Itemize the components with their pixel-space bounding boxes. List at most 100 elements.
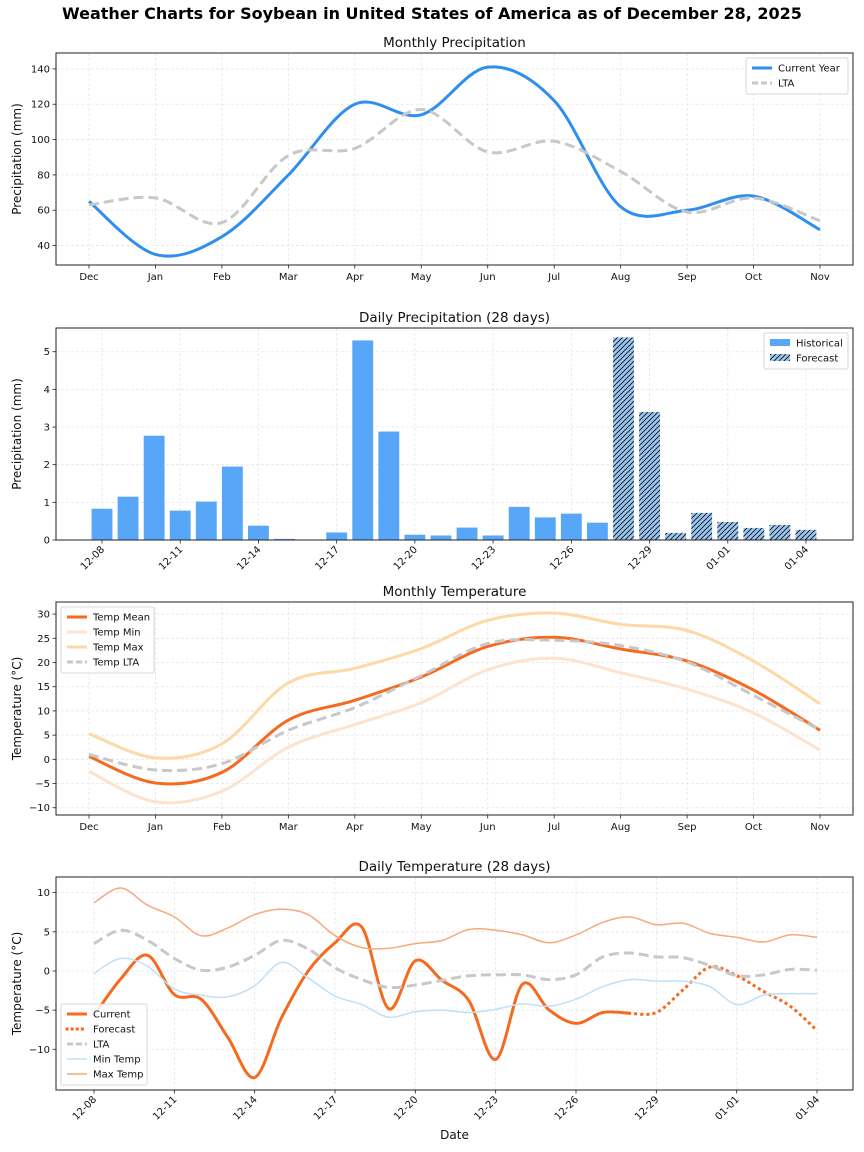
y-tick-label: 10 — [37, 888, 50, 899]
historical-bar — [274, 538, 295, 540]
x-tick-label: 12-20 — [392, 1094, 420, 1122]
x-tick-label: Nov — [810, 272, 830, 283]
y-axis-label: Temperature (°C) — [10, 932, 24, 1037]
forecast-bar — [613, 337, 634, 540]
y-tick-label: 20 — [37, 658, 50, 669]
x-tick-label: 12-20 — [392, 544, 420, 572]
axes-frame — [55, 601, 854, 816]
x-tick-label: 12-17 — [313, 544, 341, 572]
x-tick-label: 01-04 — [794, 1094, 822, 1122]
x-tick-label: 12-29 — [633, 1094, 661, 1122]
forecast-bar — [743, 527, 765, 540]
axes-frame — [55, 52, 854, 266]
chart-daily-temp: Daily Temperature (28 days) −10 −5 0 5 10 12-0… — [10, 859, 854, 1142]
historical-bar — [352, 340, 374, 540]
series-line-lta — [93, 928, 818, 990]
x-tick-label: Dec — [79, 822, 98, 833]
y-tick-label: 0 — [44, 966, 50, 977]
series-line-max-temp — [93, 887, 818, 950]
historical-bar — [534, 517, 556, 540]
series-line-temp-max — [88, 611, 821, 760]
historical-bar — [326, 532, 348, 540]
chart-daily-precip: Daily Precipitation (28 days) 0 1 2 3 4 5 12-08… — [10, 310, 854, 573]
historical-bar — [456, 527, 478, 540]
x-tick-label: Aug — [611, 272, 631, 283]
y-axis-label: Precipitation (mm) — [10, 103, 24, 215]
y-tick-label: 5 — [44, 347, 50, 358]
legend: Current Year LTA — [745, 57, 849, 95]
y-axis-label: Temperature (°C) — [10, 657, 24, 762]
y-tick-label: 25 — [37, 634, 50, 645]
x-tick-label: Oct — [745, 272, 762, 283]
y-tick-label: 5 — [44, 731, 50, 742]
forecast-bar — [769, 524, 791, 540]
x-tick-label: Oct — [745, 822, 762, 833]
x-tick-label: Feb — [213, 272, 231, 283]
x-tick-label: 12-23 — [470, 544, 498, 572]
forecast-bar — [665, 532, 687, 540]
x-tick-label: Mar — [279, 272, 299, 283]
x-tick-label: 12-14 — [235, 544, 263, 572]
y-axis-label: Precipitation (mm) — [10, 378, 24, 490]
forecast-bar — [639, 411, 660, 540]
legend-label: Max Temp — [93, 1070, 144, 1081]
forecast-bar — [691, 512, 713, 540]
historical-bar — [404, 534, 426, 540]
x-tick-label: 01-01 — [705, 544, 733, 572]
y-tick-label: 5 — [44, 927, 50, 938]
x-tick-label: Jul — [547, 272, 560, 283]
legend-label: Temp Min — [92, 628, 141, 639]
legend-label: Temp Mean — [92, 613, 150, 624]
historical-bar — [378, 431, 400, 540]
y-tick-label: 1 — [44, 498, 50, 509]
axes-frame — [55, 876, 854, 1091]
x-tick-label: Jan — [147, 272, 163, 283]
y-tick-label: 4 — [44, 385, 50, 396]
series-line-current — [92, 922, 630, 1080]
historical-bar — [482, 535, 504, 540]
y-tick-label: 3 — [44, 423, 50, 434]
chart-title: Monthly Precipitation — [383, 35, 526, 51]
chart-monthly-temp: Monthly Temperature −10 −5 0 5 10 15 20 25 30 Dec J… — [10, 584, 854, 833]
y-tick-label: −5 — [35, 1006, 50, 1017]
y-tick-label: 0 — [44, 536, 50, 547]
series-line-min-temp — [93, 957, 818, 1019]
legend-label: LTA — [93, 1040, 110, 1051]
x-tick-label: 12-26 — [553, 1094, 581, 1122]
legend-label: Forecast — [93, 1025, 135, 1036]
y-tick-label: 2 — [44, 460, 50, 471]
x-tick-label: Jun — [479, 822, 496, 833]
forecast-bar — [795, 529, 817, 540]
x-tick-label: Sep — [678, 272, 697, 283]
x-tick-label: Mar — [279, 822, 299, 833]
historical-bar — [221, 466, 243, 540]
y-tick-label: 10 — [37, 706, 50, 717]
historical-bar — [508, 506, 530, 540]
historical-bar — [195, 501, 217, 540]
y-tick-label: 60 — [37, 206, 50, 217]
chart-title: Daily Precipitation (28 days) — [359, 310, 550, 326]
series-line-forecast — [628, 965, 820, 1033]
series-line-temp-lta — [88, 638, 821, 773]
x-tick-label: Dec — [79, 272, 98, 283]
x-tick-label: Sep — [678, 822, 697, 833]
x-tick-label: 01-04 — [783, 544, 811, 572]
y-tick-label: 140 — [31, 64, 50, 75]
x-tick-label: Nov — [810, 822, 830, 833]
y-tick-label: 15 — [37, 682, 50, 693]
legend-label: Min Temp — [93, 1055, 141, 1066]
x-tick-label: Apr — [346, 272, 364, 283]
y-tick-label: −5 — [35, 779, 50, 790]
y-tick-label: −10 — [29, 1045, 50, 1056]
legend-box — [60, 606, 155, 674]
x-tick-label: 12-08 — [79, 544, 107, 572]
plot-area — [92, 887, 820, 1080]
x-tick-label: Jul — [547, 822, 560, 833]
chart-title: Monthly Temperature — [383, 584, 527, 600]
legend-swatch — [770, 339, 790, 346]
x-tick-label: 12-23 — [472, 1094, 500, 1122]
legend: Temp Mean Temp Min Temp Max Temp LTA — [60, 606, 155, 674]
x-tick-label: Apr — [346, 822, 364, 833]
